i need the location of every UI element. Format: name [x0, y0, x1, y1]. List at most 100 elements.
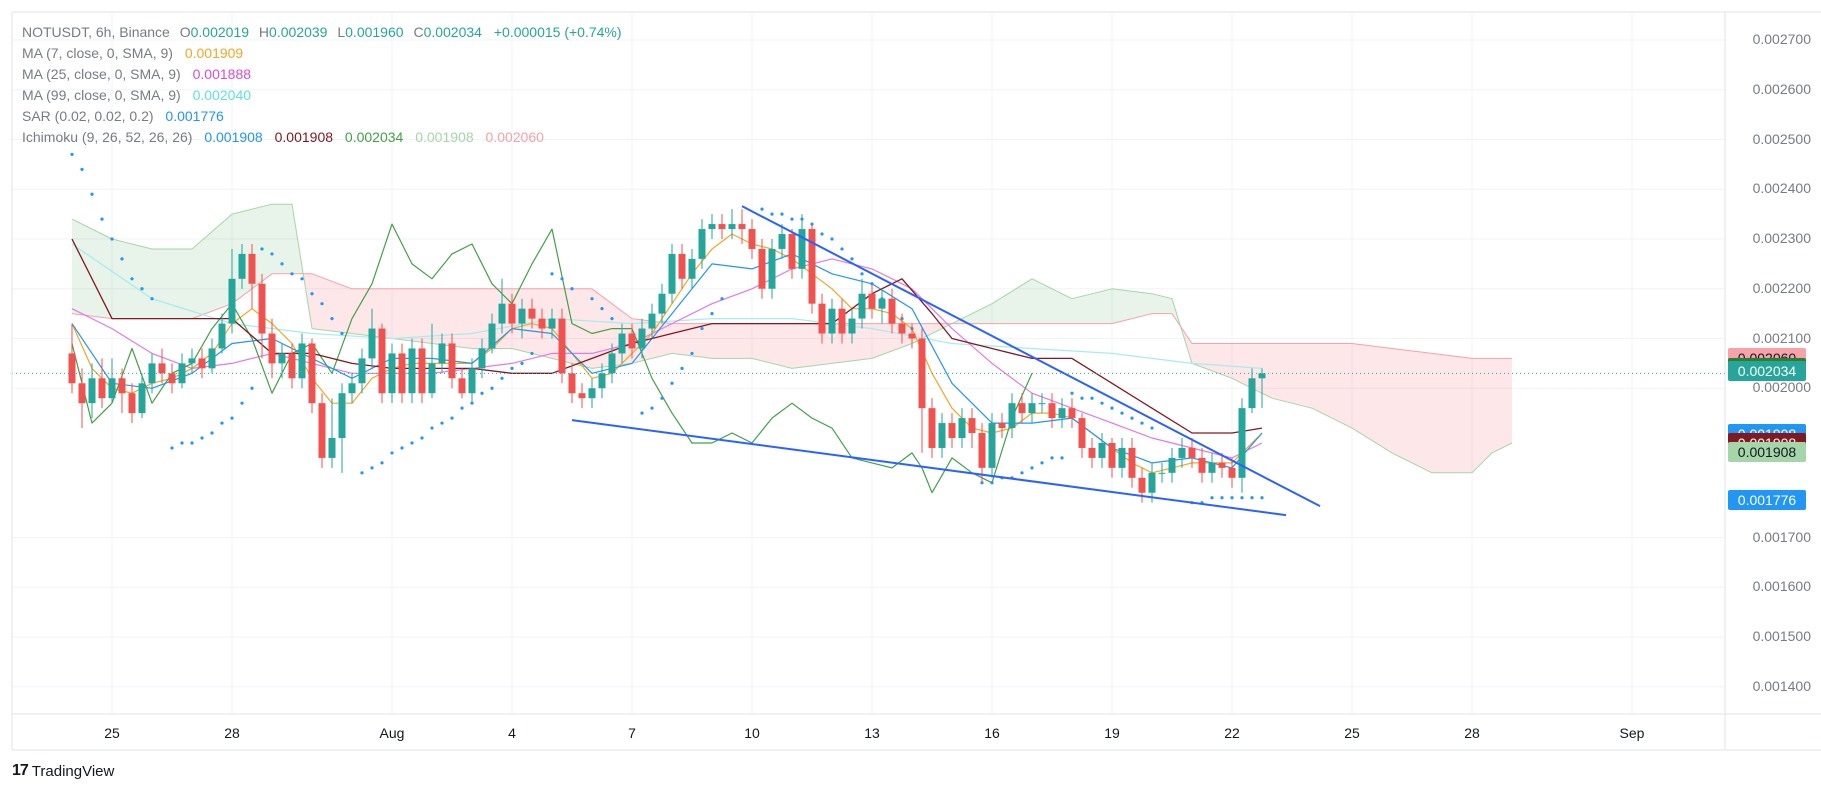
candle-bullish	[278, 343, 286, 379]
sar-dot	[650, 406, 654, 410]
legend-ma99-row[interactable]: MA (99, close, 0, SMA, 9) 0.002040	[22, 85, 622, 106]
cloud-segment	[1167, 297, 1172, 314]
candle-body	[768, 248, 776, 289]
sar-dot	[290, 272, 294, 276]
time-axis-label: 13	[864, 725, 880, 741]
candle-bearish	[1088, 438, 1096, 468]
cloud-segment	[1442, 354, 1447, 473]
cloud-segment	[102, 234, 107, 318]
cloud-segment	[1002, 294, 1007, 324]
cloud-segment	[737, 323, 742, 359]
candle-body	[708, 224, 716, 230]
sar-dot	[1150, 426, 1154, 430]
candle-bullish	[468, 358, 476, 404]
cloud-segment	[1352, 343, 1357, 432]
cloud-segment	[162, 248, 167, 319]
cloud-segment	[132, 243, 137, 319]
legend-ichimoku-row[interactable]: Ichimoku (9, 26, 52, 26, 26) 0.001908 0.…	[22, 127, 622, 148]
cloud-segment	[802, 323, 807, 368]
candle-body	[298, 343, 306, 379]
candle-bearish	[68, 323, 76, 394]
candle-body	[198, 358, 206, 369]
cloud-segment	[1382, 347, 1387, 450]
candle-body	[508, 303, 516, 324]
candle-bearish	[888, 288, 896, 334]
cloud-segment	[72, 219, 77, 315]
legend-sar-row[interactable]: SAR (0.02, 0.02, 0.2) 0.001776	[22, 106, 622, 127]
ichimoku-span-a-line	[71, 203, 1513, 474]
cloud-segment	[332, 281, 337, 332]
trendline-lower	[571, 419, 1287, 517]
candle-bearish	[1048, 393, 1056, 429]
candle-bullish	[588, 378, 596, 409]
cloud-segment	[1347, 343, 1352, 429]
cloud-segment	[1187, 336, 1192, 364]
sar-dot	[1050, 456, 1054, 460]
candle-body	[758, 248, 766, 289]
cloud-segment	[1112, 288, 1117, 324]
ohlc-open-value: 0.002019	[190, 24, 250, 40]
candle-body	[958, 418, 966, 438]
sar-dot	[330, 317, 334, 321]
sar-dot	[1040, 461, 1044, 465]
candle-bearish	[258, 273, 266, 359]
cloud-segment	[1077, 296, 1082, 324]
cloud-segment	[437, 288, 442, 345]
sar-dot	[480, 391, 484, 395]
cloud-segment	[217, 222, 222, 310]
cloud-segment	[312, 273, 317, 330]
cloud-segment	[82, 224, 87, 316]
cloud-segment	[372, 288, 377, 337]
sar-dot	[150, 297, 154, 301]
cloud-segment	[1462, 357, 1467, 473]
legend-ma7-row[interactable]: MA (7, close, 0, SMA, 9) 0.001909	[22, 43, 622, 64]
candle-body	[1198, 457, 1206, 473]
time-axis-label: 7	[628, 725, 636, 741]
cloud-segment	[272, 204, 277, 274]
cloud-segment	[482, 288, 487, 349]
candle-body	[1128, 447, 1136, 478]
cloud-segment	[1067, 296, 1072, 324]
sar-dot	[780, 212, 784, 216]
legend-ma25-row[interactable]: MA (25, close, 0, SMA, 9) 0.001888	[22, 64, 622, 85]
cloud-segment	[647, 320, 652, 360]
cloud-segment	[407, 288, 412, 341]
cloud-segment	[382, 288, 387, 338]
cloud-segment	[1397, 349, 1402, 458]
cloud-segment	[877, 323, 882, 357]
candle-bullish	[548, 308, 556, 339]
cloud-segment	[1342, 343, 1347, 426]
sar-dot	[610, 317, 614, 321]
cloud-segment	[157, 248, 162, 319]
time-axis-label: 19	[1104, 725, 1120, 741]
candle-bullish	[138, 373, 146, 419]
candle-body	[668, 253, 676, 294]
ichimoku-label: Ichimoku (9, 26, 52, 26, 26)	[22, 129, 193, 145]
tradingview-branding[interactable]: 17 TradingView	[12, 762, 114, 780]
sar-dot	[210, 431, 214, 435]
cloud-segment	[697, 323, 702, 358]
cloud-segment	[1287, 343, 1292, 404]
candle-body	[338, 393, 346, 438]
cloud-segment	[1297, 343, 1302, 406]
cloud-segment	[787, 323, 792, 369]
cloud-segment	[797, 323, 802, 368]
cloud-segment	[1277, 343, 1282, 401]
sar-label: SAR (0.02, 0.02, 0.2)	[22, 108, 154, 124]
candle-body	[188, 358, 196, 364]
candle-bullish	[338, 383, 346, 473]
cloud-segment	[712, 323, 717, 359]
cloud-segment	[1262, 343, 1267, 396]
sar-dot	[110, 237, 114, 241]
symbol-title[interactable]: NOTUSDT, 6h, Binance	[22, 24, 170, 40]
cloud-segment	[1487, 358, 1492, 458]
cloud-segment	[262, 205, 267, 282]
candle-bullish	[798, 214, 806, 279]
cloud-segment	[727, 323, 732, 359]
candle-body	[288, 353, 296, 379]
candle-bullish	[648, 303, 656, 339]
legend-symbol-row[interactable]: NOTUSDT, 6h, Binance O0.002019 H0.002039…	[22, 22, 622, 43]
ohlc-close-value: 0.002034	[423, 24, 482, 40]
cloud-segment	[1392, 348, 1397, 456]
